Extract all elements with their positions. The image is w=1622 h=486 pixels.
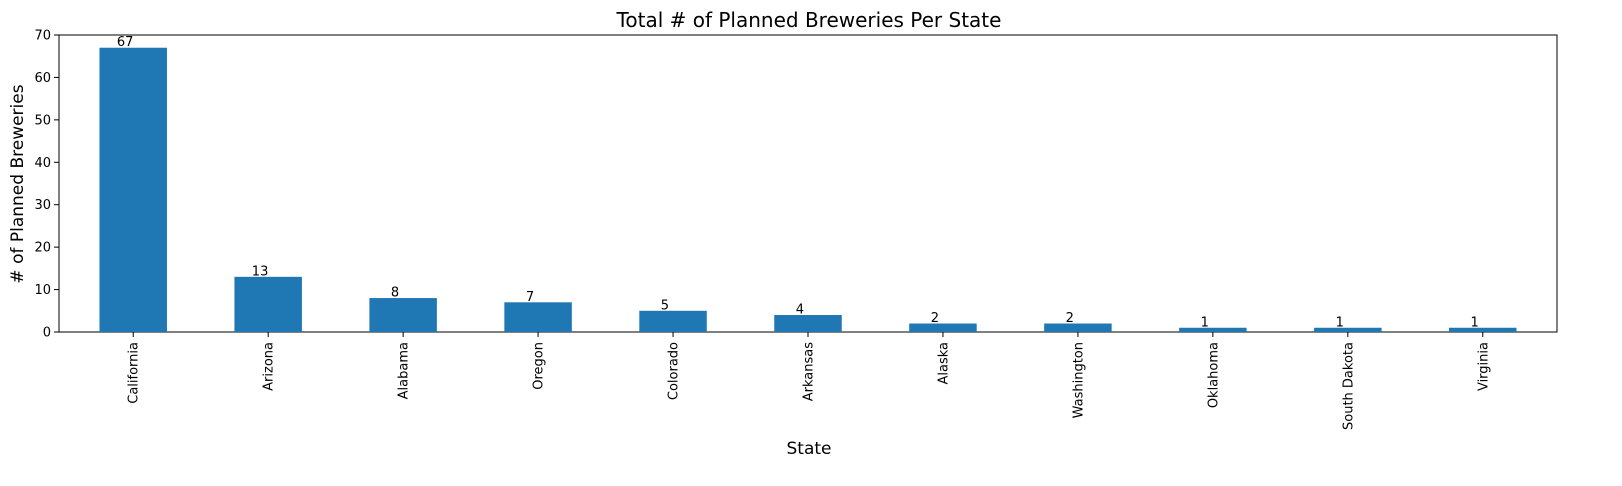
x-axis-label: State [787,439,832,459]
x-tick-label: Oklahoma [1206,342,1221,408]
bar-value-label: 67 [117,35,134,50]
bar-value-label: 4 [796,303,804,318]
bar [1179,327,1247,332]
y-tick-label: 40 [34,156,51,171]
bar [99,47,167,332]
chart-title: Total # of Planned Breweries Per State [616,8,1002,32]
bar-value-label: 2 [1066,311,1074,326]
x-tick-label: Virginia [1476,342,1491,391]
x-tick-label: South Dakota [1341,342,1356,430]
bar [1314,327,1382,332]
bar [504,302,572,332]
bar-value-label: 2 [931,311,939,326]
bar [909,323,977,332]
x-tick-label: Arizona [262,342,277,391]
bar [639,310,707,332]
bar-value-label: 1 [1471,315,1479,330]
bar [1449,327,1517,332]
bar-labels-group: 67 13 8 7 5 4 2 2 1 1 1 [117,35,1479,330]
y-tick-label: 70 [34,29,51,44]
x-tick-label: Alabama [397,342,412,399]
y-tick-label: 0 [43,326,51,341]
y-axis: 0 10 20 30 40 50 60 70 [34,29,59,341]
bar [774,315,842,332]
y-tick-label: 10 [34,283,51,298]
bars-group [99,47,1517,332]
bar-value-label: 8 [391,286,399,301]
y-tick-label: 60 [34,71,51,86]
bar-value-label: 5 [661,298,669,313]
x-tick-label: Oregon [532,342,547,390]
x-tick-label: Arkansas [802,342,817,401]
bar [369,298,437,332]
x-tick-label: Washington [1071,342,1086,418]
y-tick-label: 30 [34,198,51,213]
x-axis: California Arizona Alabama Oregon Colorado Ar… [127,332,1491,430]
x-tick-label: California [127,342,142,404]
x-tick-label: Colorado [667,342,682,400]
bar-value-label: 13 [252,264,269,279]
y-tick-label: 50 [34,113,51,128]
bar-value-label: 1 [1201,315,1209,330]
bar-value-label: 7 [526,290,534,305]
bar [1044,323,1112,332]
x-tick-label: Alaska [936,342,951,385]
y-axis-label: # of Planned Breweries [8,84,28,283]
bar [234,276,302,332]
bar-value-label: 1 [1336,315,1344,330]
y-tick-label: 20 [34,241,51,256]
